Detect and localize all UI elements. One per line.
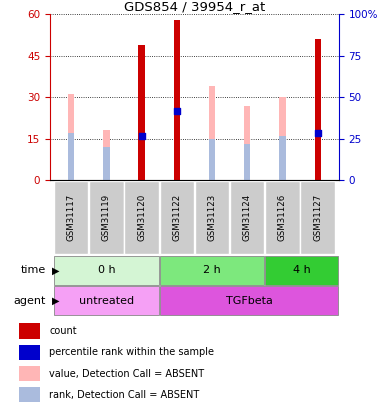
Bar (159, 286, 338, 315)
Bar (19, 366, 40, 381)
Text: 0 h: 0 h (97, 265, 115, 275)
Text: GSM31127: GSM31127 (313, 194, 322, 241)
Bar (279, 136, 286, 180)
Bar (174, 20, 180, 180)
Bar (19, 323, 40, 339)
Text: value, Detection Call = ABSENT: value, Detection Call = ABSENT (49, 369, 204, 379)
Bar (19, 387, 40, 403)
Point (174, 108, 180, 114)
Text: GSM31123: GSM31123 (208, 194, 216, 241)
Text: ▶: ▶ (52, 296, 59, 306)
Bar (265, 256, 338, 285)
Text: TGFbeta: TGFbeta (226, 296, 273, 306)
Text: untreated: untreated (79, 296, 134, 306)
Bar (244, 106, 250, 180)
Text: 2 h: 2 h (203, 265, 221, 275)
Bar (68, 94, 74, 180)
Text: 4 h: 4 h (293, 265, 311, 275)
Text: count: count (49, 326, 77, 336)
Bar (159, 256, 264, 285)
Bar (54, 256, 159, 285)
Bar (265, 181, 300, 254)
Bar (139, 136, 145, 180)
Bar (195, 181, 229, 254)
Bar (103, 130, 110, 180)
Text: ▶: ▶ (52, 265, 59, 275)
Text: rank, Detection Call = ABSENT: rank, Detection Call = ABSENT (49, 390, 199, 400)
Bar (209, 139, 215, 180)
Text: percentile rank within the sample: percentile rank within the sample (49, 347, 214, 357)
Bar (139, 45, 145, 180)
Bar (300, 181, 335, 254)
Bar (230, 181, 264, 254)
Text: GSM31122: GSM31122 (172, 194, 181, 241)
Bar (103, 147, 110, 180)
Bar (68, 133, 74, 180)
Text: GSM31126: GSM31126 (278, 194, 287, 241)
Point (139, 133, 145, 139)
Bar (159, 181, 194, 254)
Bar (279, 97, 286, 180)
Text: GSM31120: GSM31120 (137, 194, 146, 241)
Text: agent: agent (14, 296, 46, 306)
Bar (139, 139, 145, 180)
Bar (54, 286, 159, 315)
Bar (315, 39, 321, 180)
Text: GSM31117: GSM31117 (67, 194, 76, 241)
Bar (209, 86, 215, 180)
Text: time: time (21, 265, 46, 275)
Bar (54, 181, 89, 254)
Bar (89, 181, 124, 254)
Title: GDS854 / 39954_r_at: GDS854 / 39954_r_at (124, 0, 265, 13)
Bar (124, 181, 159, 254)
Bar (19, 345, 40, 360)
Point (315, 130, 321, 136)
Text: GSM31124: GSM31124 (243, 194, 252, 241)
Bar (244, 144, 250, 180)
Text: GSM31119: GSM31119 (102, 194, 111, 241)
